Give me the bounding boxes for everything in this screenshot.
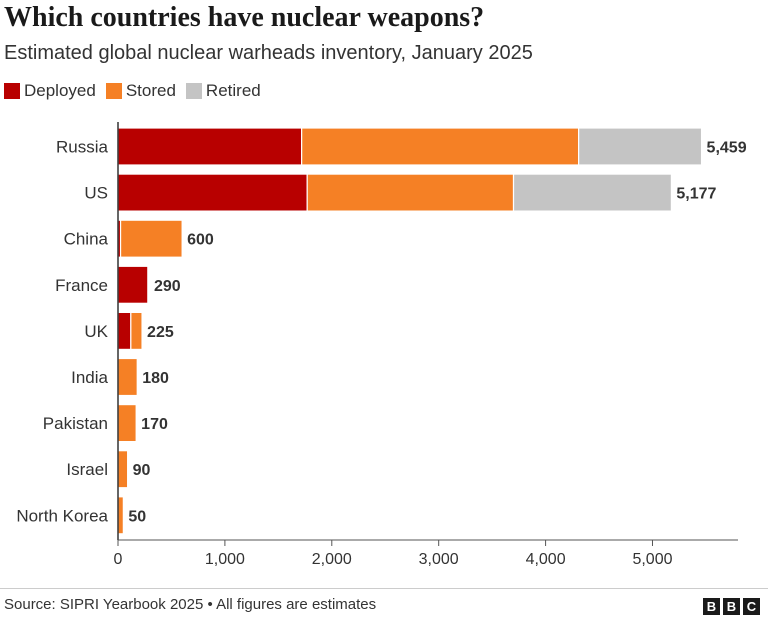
data-label-china: 600 — [187, 232, 214, 249]
bar-russia-retired — [578, 127, 703, 166]
data-label-israel: 90 — [133, 462, 151, 479]
legend-label-deployed: Deployed — [24, 81, 96, 100]
bar-china-stored — [119, 219, 183, 258]
data-label-russia: 5,459 — [707, 140, 747, 157]
data-label-india: 180 — [142, 370, 169, 387]
legend-swatch-retired — [185, 83, 202, 99]
x-tick-label-1000: 1,000 — [205, 551, 245, 568]
bbc-logo: B B C — [700, 598, 760, 615]
data-label-uk: 225 — [147, 324, 174, 341]
bar-uk-stored — [130, 311, 143, 350]
category-label-uk: UK — [84, 322, 108, 341]
category-label-china: China — [64, 230, 109, 249]
x-tick-label-5000: 5,000 — [632, 551, 672, 568]
category-label-north-korea: North Korea — [16, 506, 108, 525]
category-label-france: France — [55, 276, 108, 295]
bar-russia-deployed — [117, 127, 303, 166]
bbc-logo-letter: B — [723, 598, 740, 615]
data-label-france: 290 — [154, 278, 181, 295]
data-label-north-korea: 50 — [128, 508, 146, 525]
bar-us-retired — [512, 173, 673, 212]
bar-us-deployed — [117, 173, 308, 212]
data-label-us: 5,177 — [676, 186, 716, 203]
bar-us-stored — [306, 173, 515, 212]
category-label-india: India — [71, 368, 108, 387]
bar-chart: Russia 5,459 US 5,177 China 600 France 290 UK 225… — [16, 122, 747, 568]
legend-item-retired: Retired — [185, 81, 261, 101]
legend-item-deployed: Deployed — [4, 81, 96, 101]
bar-uk-deployed — [117, 311, 132, 350]
bbc-logo-letter: C — [743, 598, 760, 615]
footer-divider — [0, 588, 768, 589]
legend-label-stored: Stored — [125, 81, 176, 100]
legend-swatch-deployed — [4, 83, 20, 99]
bar-russia-stored — [301, 127, 580, 166]
category-label-israel: Israel — [66, 460, 108, 479]
source-note: Source: SIPRI Yearbook 2025 • All figure… — [4, 596, 377, 613]
bar-north-korea-stored — [117, 496, 124, 535]
legend-item-stored: Stored — [105, 81, 176, 101]
bar-france-stored — [147, 265, 150, 304]
legend-label-retired: Retired — [205, 81, 261, 100]
x-tick-label-2000: 2,000 — [312, 551, 352, 568]
x-tick-label-4000: 4,000 — [526, 551, 566, 568]
chart-subtitle: Estimated global nuclear warheads invent… — [4, 42, 533, 64]
bar-india-stored — [117, 357, 138, 397]
category-label-russia: Russia — [56, 138, 109, 157]
legend: Deployed Stored Retired — [4, 80, 271, 102]
bar-france-deployed — [117, 265, 149, 304]
bar-pakistan-stored — [117, 404, 137, 443]
x-tick-label-0: 0 — [114, 551, 123, 568]
data-label-pakistan: 170 — [141, 416, 168, 433]
bbc-logo-letter: B — [703, 598, 720, 615]
bar-israel-stored — [117, 450, 129, 489]
category-label-us: US — [84, 184, 108, 203]
chart-title: Which countries have nuclear weapons? — [4, 2, 485, 33]
x-tick-label-3000: 3,000 — [419, 551, 459, 568]
legend-swatch-stored — [105, 83, 122, 99]
category-label-pakistan: Pakistan — [43, 414, 108, 433]
